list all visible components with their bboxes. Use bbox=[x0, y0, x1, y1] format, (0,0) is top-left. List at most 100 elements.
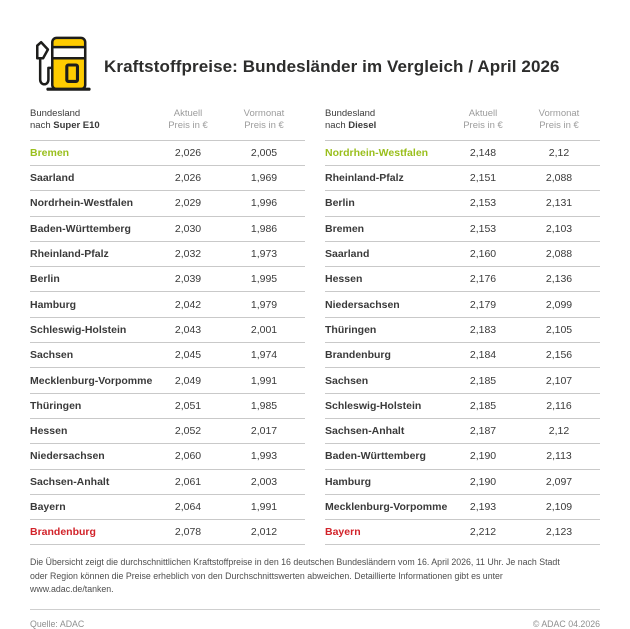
aktuell-value: 2,183 bbox=[469, 323, 497, 336]
table-row: Sachsen 2,185 2,107 bbox=[325, 368, 600, 394]
bundesland-name: Bayern bbox=[325, 526, 361, 539]
table-row: Bremen 2,153 2,103 bbox=[325, 217, 600, 242]
vormonat-value: 1,996 bbox=[250, 197, 278, 210]
aktuell-value: 2,026 bbox=[174, 172, 202, 185]
column-aktuell: Aktuell Preis in € bbox=[168, 108, 208, 132]
bundesland-name: Sachsen bbox=[30, 349, 74, 362]
footnote: Die Übersicht zeigt die durchschnittlich… bbox=[30, 557, 560, 594]
table-row: Brandenburg 2,184 2,156 bbox=[325, 343, 600, 369]
table-body: Bremen 2,026 2,005 Saarland 2,026 1,969 Nordrh… bbox=[30, 141, 305, 546]
aktuell-value: 2,061 bbox=[174, 475, 202, 488]
bundesland-name: Thüringen bbox=[30, 399, 82, 412]
table-row: Thüringen 2,183 2,105 bbox=[325, 318, 600, 344]
table-row: Nordrhein-Westfalen 2,029 1,996 bbox=[30, 191, 305, 217]
vormonat-value: 1,986 bbox=[250, 222, 278, 235]
table-row: Hessen 2,052 2,017 bbox=[30, 419, 305, 445]
table-row: Berlin 2,039 1,995 bbox=[30, 267, 305, 293]
bundesland-name: Schleswig-Holstein bbox=[30, 323, 127, 336]
column-bundesland: Bundesland nach Super E10 bbox=[30, 108, 100, 132]
bundesland-name: Nordrhein-Westfalen bbox=[325, 146, 429, 159]
vormonat-value: 2,097 bbox=[545, 475, 573, 488]
bundesland-name: Baden-Württemberg bbox=[30, 222, 131, 235]
aktuell-value: 2,045 bbox=[174, 349, 202, 362]
table-row: Hamburg 2,042 1,979 bbox=[30, 292, 305, 318]
aktuell-value: 2,060 bbox=[174, 450, 202, 463]
page-title: Kraftstoffpreise: Bundesländer im Vergle… bbox=[104, 57, 560, 76]
vormonat-value: 1,991 bbox=[250, 500, 278, 513]
bundesland-name: Niedersachsen bbox=[30, 450, 105, 463]
aktuell-value: 2,160 bbox=[469, 248, 497, 261]
table-row: Hessen 2,176 2,136 bbox=[325, 267, 600, 293]
table-row: Schleswig-Holstein 2,043 2,001 bbox=[30, 318, 305, 344]
footer-divider bbox=[30, 609, 600, 610]
bundesland-name: Mecklenburg-Vorpommern bbox=[30, 374, 153, 387]
bundesland-name: Berlin bbox=[30, 273, 60, 286]
bundesland-name: Saarland bbox=[325, 248, 370, 261]
vormonat-value: 2,123 bbox=[545, 526, 573, 539]
tables-container: Bundesland nach Super E10 Aktuell Preis … bbox=[30, 108, 600, 546]
table-row: Thüringen 2,051 1,985 bbox=[30, 394, 305, 419]
table-row: Saarland 2,026 1,969 bbox=[30, 166, 305, 192]
fuel-pump-icon bbox=[30, 33, 92, 102]
aktuell-value: 2,190 bbox=[469, 450, 497, 463]
aktuell-value: 2,051 bbox=[174, 399, 202, 412]
bundesland-name: Sachsen bbox=[325, 374, 369, 387]
aktuell-value: 2,039 bbox=[174, 273, 202, 286]
header: Kraftstoffpreise: Bundesländer im Vergle… bbox=[30, 0, 600, 100]
table-row: Bayern 2,064 1,991 bbox=[30, 495, 305, 521]
aktuell-value: 2,032 bbox=[174, 248, 202, 261]
aktuell-value: 2,153 bbox=[469, 222, 497, 235]
vormonat-value: 2,12 bbox=[548, 425, 570, 438]
table-row: Mecklenburg-Vorpommern 2,193 2,109 bbox=[325, 495, 600, 521]
table-row: Mecklenburg-Vorpommern 2,049 1,991 bbox=[30, 368, 305, 394]
vormonat-value: 1,979 bbox=[250, 298, 278, 311]
vormonat-value: 2,088 bbox=[545, 248, 573, 261]
table-super-e10: Bundesland nach Super E10 Aktuell Preis … bbox=[30, 108, 305, 546]
vormonat-value: 2,113 bbox=[546, 450, 572, 463]
aktuell-value: 2,176 bbox=[469, 273, 497, 286]
aktuell-value: 2,179 bbox=[469, 298, 497, 311]
bundesland-name: Hamburg bbox=[30, 298, 77, 311]
aktuell-value: 2,029 bbox=[174, 197, 202, 210]
table-body: Nordrhein-Westfalen 2,148 2,12 Rheinland-Pf… bbox=[325, 141, 600, 546]
table-row: Niedersachsen 2,060 1,993 bbox=[30, 444, 305, 470]
table-row: Niedersachsen 2,179 2,099 bbox=[325, 292, 600, 318]
table-row: Bremen 2,026 2,005 bbox=[30, 141, 305, 166]
bundesland-name: Hessen bbox=[325, 273, 363, 286]
bundesland-name: Berlin bbox=[325, 197, 355, 210]
table-header: Bundesland nach Super E10 Aktuell Preis … bbox=[30, 108, 305, 141]
vormonat-value: 2,012 bbox=[250, 526, 278, 539]
aktuell-value: 2,187 bbox=[469, 425, 497, 438]
source-label: Quelle: ADAC bbox=[30, 619, 85, 629]
bundesland-name: Saarland bbox=[30, 172, 75, 185]
aktuell-value: 2,042 bbox=[174, 298, 202, 311]
bundesland-name: Brandenburg bbox=[325, 349, 391, 362]
bundesland-name: Niedersachsen bbox=[325, 298, 400, 311]
table-row: Hamburg 2,190 2,097 bbox=[325, 470, 600, 495]
bundesland-name: Hamburg bbox=[325, 475, 372, 488]
bundesland-name: Sachsen-Anhalt bbox=[30, 475, 110, 488]
bundesland-name: Mecklenburg-Vorpommern bbox=[325, 500, 448, 513]
vormonat-value: 1,991 bbox=[250, 374, 278, 387]
vormonat-value: 2,107 bbox=[545, 374, 573, 387]
table-row: Schleswig-Holstein 2,185 2,116 bbox=[325, 394, 600, 419]
aktuell-value: 2,049 bbox=[174, 374, 202, 387]
bundesland-name: Schleswig-Holstein bbox=[325, 399, 422, 412]
vormonat-value: 2,156 bbox=[545, 349, 573, 362]
vormonat-value: 2,017 bbox=[250, 425, 278, 438]
aktuell-value: 2,043 bbox=[174, 323, 202, 336]
table-row: Sachsen-Anhalt 2,061 2,003 bbox=[30, 470, 305, 495]
table-diesel: Bundesland nach Diesel Aktuell Preis in … bbox=[325, 108, 600, 546]
table-row: Saarland 2,160 2,088 bbox=[325, 242, 600, 268]
vormonat-value: 2,005 bbox=[250, 146, 278, 159]
vormonat-value: 2,103 bbox=[545, 222, 573, 235]
aktuell-value: 2,212 bbox=[469, 526, 497, 539]
bundesland-name: Nordrhein-Westfalen bbox=[30, 197, 134, 210]
vormonat-value: 1,995 bbox=[250, 273, 278, 286]
vormonat-value: 1,973 bbox=[250, 248, 278, 261]
vormonat-value: 2,12 bbox=[548, 146, 570, 159]
vormonat-value: 2,116 bbox=[546, 399, 572, 412]
bundesland-name: Sachsen-Anhalt bbox=[325, 425, 405, 438]
vormonat-value: 1,985 bbox=[250, 399, 278, 412]
